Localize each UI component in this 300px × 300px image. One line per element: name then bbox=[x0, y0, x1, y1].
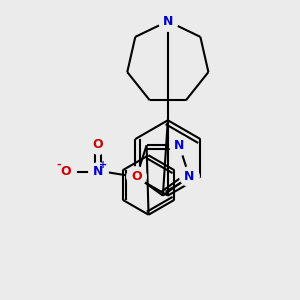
Text: +: + bbox=[100, 160, 108, 170]
Text: N: N bbox=[174, 139, 184, 152]
Text: O: O bbox=[131, 170, 142, 183]
Text: N: N bbox=[163, 15, 173, 28]
Text: O: O bbox=[92, 138, 103, 151]
Text: O: O bbox=[61, 165, 71, 178]
Text: N: N bbox=[184, 170, 194, 183]
Text: -: - bbox=[57, 160, 61, 170]
Text: N: N bbox=[92, 165, 103, 178]
